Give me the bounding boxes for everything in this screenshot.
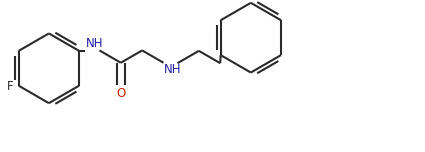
Text: F: F <box>7 80 14 93</box>
Text: O: O <box>116 87 125 100</box>
Text: NH: NH <box>164 63 181 76</box>
Text: NH: NH <box>86 37 103 50</box>
